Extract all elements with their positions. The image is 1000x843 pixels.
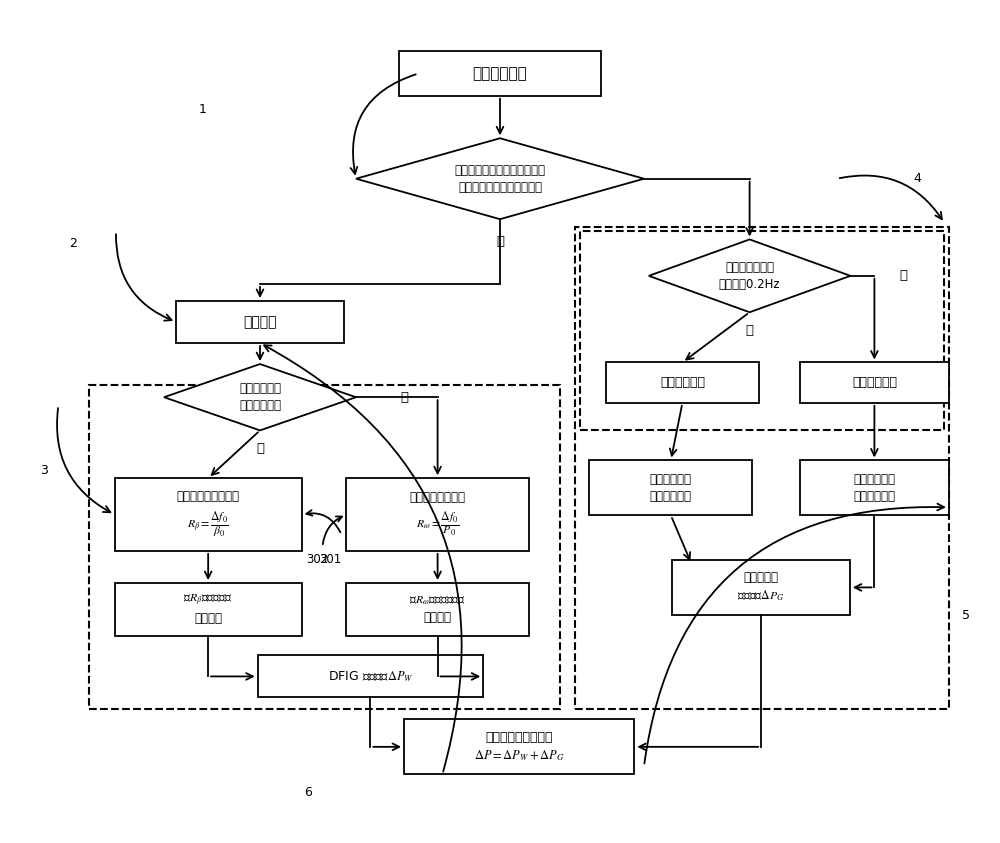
Bar xyxy=(575,228,949,709)
Text: 计算功率调差系数
$R_{\omega} = \dfrac{\Delta f_0}{P_0}$: 计算功率调差系数 $R_{\omega} = \dfrac{\Delta f_0… xyxy=(410,491,466,538)
Polygon shape xyxy=(356,138,644,219)
Text: 判断风速是否
大于额定风速: 判断风速是否 大于额定风速 xyxy=(239,382,281,412)
Bar xyxy=(89,385,560,709)
Text: 6: 6 xyxy=(304,786,312,798)
Bar xyxy=(258,655,483,697)
Text: 302: 302 xyxy=(306,552,329,566)
Text: 301: 301 xyxy=(319,552,342,566)
Text: 是: 是 xyxy=(496,235,504,249)
Bar xyxy=(115,478,302,551)
Text: 减少同步发电
机的调频出力: 减少同步发电 机的调频出力 xyxy=(853,473,895,503)
Bar xyxy=(115,583,302,636)
Text: 增加同步发电
机的调频出力: 增加同步发电 机的调频出力 xyxy=(650,473,692,503)
Bar xyxy=(606,362,759,403)
Bar xyxy=(346,478,529,551)
Text: 判断电网频率与电网额定频率
之差的绝对值是否大于阈值: 判断电网频率与电网额定频率 之差的绝对值是否大于阈值 xyxy=(454,164,546,194)
Bar xyxy=(589,460,752,515)
Text: 正常调控区域: 正常调控区域 xyxy=(852,376,897,389)
Text: DFIG 调频出力$\Delta P_W$: DFIG 调频出力$\Delta P_W$ xyxy=(328,669,413,684)
Bar xyxy=(176,301,344,343)
Text: 系统一次调频总功率
$\Delta P=\Delta P_W+\Delta P_G$: 系统一次调频总功率 $\Delta P=\Delta P_W+\Delta P_… xyxy=(474,731,564,763)
Polygon shape xyxy=(649,239,850,312)
Polygon shape xyxy=(164,364,356,431)
Bar xyxy=(580,231,944,430)
Text: 是: 是 xyxy=(256,442,264,454)
Bar xyxy=(672,560,850,615)
Text: 否: 否 xyxy=(400,390,408,404)
Text: 计算桨距角调差系数
$R_{\beta} = \dfrac{\Delta f_0}{\beta_0}$: 计算桨距角调差系数 $R_{\beta} = \dfrac{\Delta f_0… xyxy=(177,491,240,539)
Bar xyxy=(399,51,601,96)
Text: 5: 5 xyxy=(962,609,970,622)
Bar xyxy=(404,719,634,775)
Text: 测量风速: 测量风速 xyxy=(243,315,277,329)
Text: 4: 4 xyxy=(914,172,922,185)
Text: 同步发电机
调频出力$\Delta P_G$: 同步发电机 调频出力$\Delta P_G$ xyxy=(737,572,785,604)
Bar xyxy=(800,460,949,515)
Text: 1: 1 xyxy=(198,104,206,116)
Text: 2: 2 xyxy=(69,237,77,250)
Text: 将$R_{\beta}$送入桨距角
动作系统: 将$R_{\beta}$送入桨距角 动作系统 xyxy=(183,593,233,626)
Text: 3: 3 xyxy=(40,464,48,476)
Text: 是: 是 xyxy=(746,324,754,336)
Bar xyxy=(800,362,949,403)
Text: 频率偏差绝对值
是否大于0.2Hz: 频率偏差绝对值 是否大于0.2Hz xyxy=(719,260,780,291)
Bar xyxy=(346,583,529,636)
Text: 否: 否 xyxy=(899,269,907,282)
Text: 测量电网频率: 测量电网频率 xyxy=(473,66,527,81)
Text: 将$R_{\omega}$送入频率响应
控制环节: 将$R_{\omega}$送入频率响应 控制环节 xyxy=(409,594,466,625)
Text: 紧急调控区域: 紧急调控区域 xyxy=(660,376,705,389)
